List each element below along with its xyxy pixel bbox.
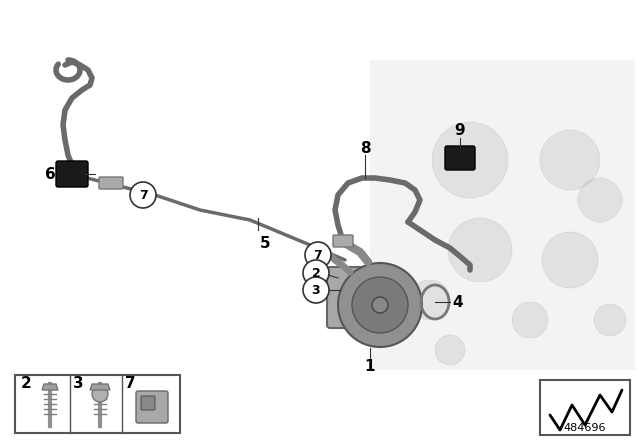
Circle shape [303,260,329,286]
Circle shape [540,130,600,190]
Text: 7: 7 [125,375,135,391]
FancyBboxPatch shape [99,177,123,189]
Text: 6: 6 [45,167,56,181]
Bar [15,375,180,433]
Circle shape [372,297,388,313]
Bar [540,380,630,435]
Circle shape [305,242,331,268]
Text: 3: 3 [73,375,83,391]
Circle shape [542,232,598,288]
FancyBboxPatch shape [333,235,353,247]
Circle shape [352,277,408,333]
Circle shape [435,335,465,365]
Circle shape [130,182,156,208]
Circle shape [410,280,450,320]
FancyBboxPatch shape [56,161,88,187]
Text: 9: 9 [454,122,465,138]
Circle shape [92,386,108,402]
FancyBboxPatch shape [445,146,475,170]
Circle shape [594,304,626,336]
Circle shape [432,122,508,198]
Text: 5: 5 [260,236,270,250]
Text: 4: 4 [452,294,463,310]
Text: 484696: 484696 [564,423,606,433]
Text: 7: 7 [139,189,147,202]
FancyBboxPatch shape [141,396,155,410]
Text: 3: 3 [312,284,320,297]
Circle shape [578,178,622,222]
Circle shape [303,277,329,303]
Circle shape [512,302,548,338]
Text: 7: 7 [314,249,323,262]
FancyBboxPatch shape [136,391,168,423]
FancyBboxPatch shape [327,267,388,328]
Text: 8: 8 [360,141,371,155]
Text: 2: 2 [312,267,321,280]
Text: 1: 1 [365,358,375,374]
Polygon shape [90,384,110,390]
Polygon shape [42,384,58,390]
Polygon shape [370,60,635,370]
Circle shape [338,263,422,347]
Circle shape [448,218,512,282]
Text: 2: 2 [20,375,31,391]
